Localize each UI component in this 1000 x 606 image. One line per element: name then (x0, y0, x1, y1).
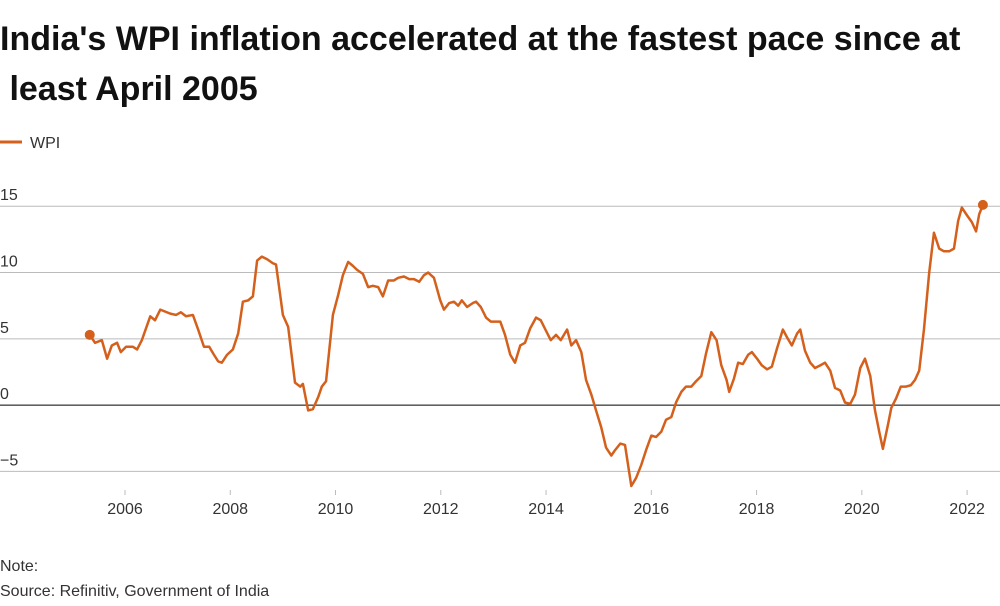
x-tick-label: 2018 (739, 501, 775, 518)
end-dot (977, 199, 988, 210)
y-tick-label: 15 (0, 187, 18, 204)
y-tick-label: 0 (0, 386, 9, 403)
x-tick-label: 2020 (844, 501, 880, 518)
y-tick-label: 5 (0, 320, 9, 337)
source: Source: Refinitiv, Government of India (0, 583, 269, 600)
x-tick-label: 2010 (318, 501, 354, 518)
x-tick-label: 2022 (949, 501, 985, 518)
x-tick-label: 2012 (423, 501, 459, 518)
x-tick-label: 2008 (212, 501, 248, 518)
x-tick-label: 2006 (107, 501, 143, 518)
y-tick-label: 10 (0, 254, 18, 271)
chart-title: India's WPI inflation accelerated at the… (0, 20, 960, 108)
legend-label: WPI (30, 135, 60, 152)
y-tick-label: −5 (0, 452, 18, 469)
end-dot (84, 329, 95, 340)
note: Note: (0, 558, 38, 575)
x-tick-label: 2014 (528, 501, 564, 518)
line (88, 204, 985, 488)
x-tick-label: 2016 (634, 501, 670, 518)
